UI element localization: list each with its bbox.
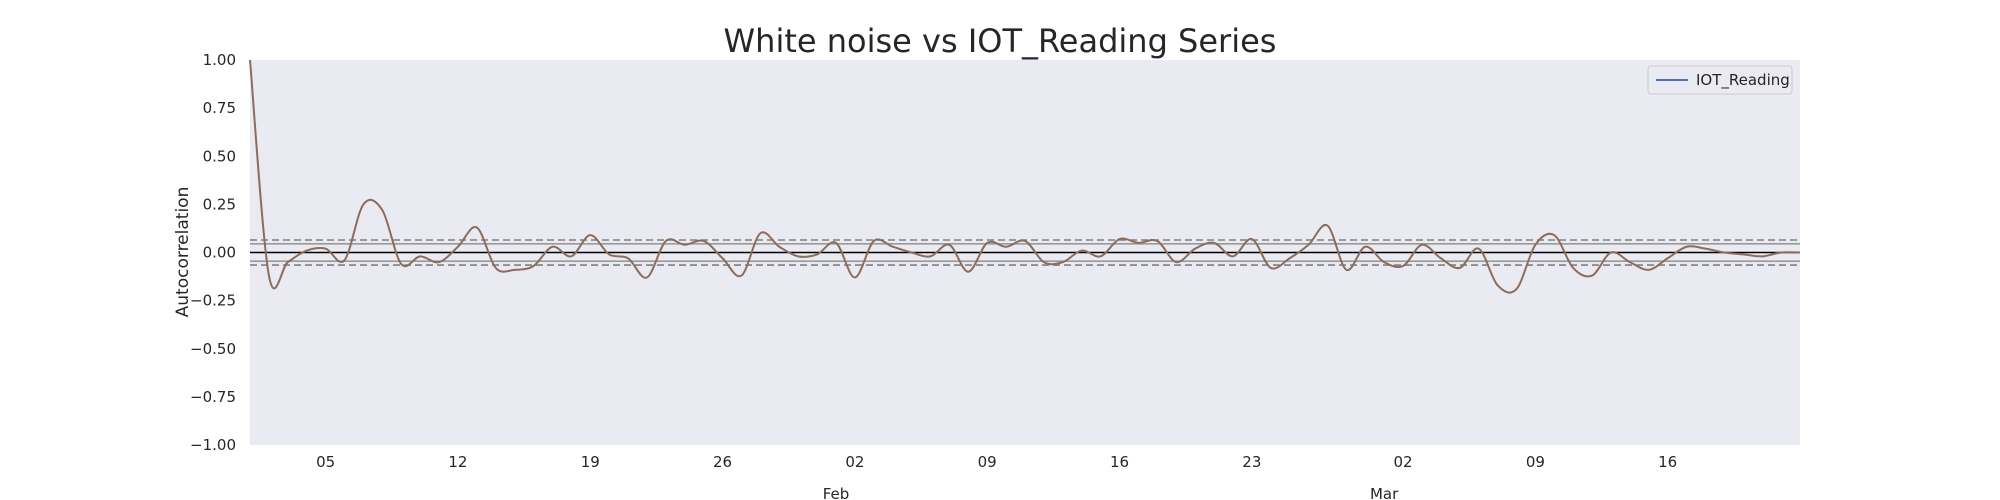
y-tick-label: 0.00 xyxy=(203,244,236,262)
y-tick-label: 0.75 xyxy=(203,99,236,117)
x-tick-label: 16 xyxy=(1658,453,1677,471)
y-tick-label: 0.25 xyxy=(203,195,236,213)
y-tick-label: −0.75 xyxy=(190,388,236,406)
legend-box xyxy=(1647,65,1793,95)
x-tick-label: 09 xyxy=(1526,453,1545,471)
x-tick-label: 26 xyxy=(713,453,732,471)
x-axis-ticks: 05 12 19 26 02 09 16 23 02 09 16 Feb Mar xyxy=(316,453,1677,500)
x-tick-label: 23 xyxy=(1242,453,1261,471)
y-tick-label: −1.00 xyxy=(190,436,236,454)
x-tick-label: 02 xyxy=(1394,453,1413,471)
x-month-label: Feb xyxy=(823,485,850,500)
x-tick-label: 09 xyxy=(978,453,997,471)
series-layer xyxy=(249,59,1801,294)
x-tick-label: 05 xyxy=(316,453,335,471)
y-axis-ticks: 1.00 0.75 0.50 0.25 0.00 −0.25 −0.50 −0.75 −1.00 xyxy=(190,51,236,454)
y-tick-label: 1.00 xyxy=(203,51,236,69)
legend: IOT_Reading xyxy=(1647,65,1793,95)
y-tick-label: −0.25 xyxy=(190,292,236,310)
reference-lines xyxy=(250,239,1800,266)
x-month-label: Mar xyxy=(1370,485,1399,500)
y-tick-label: −0.50 xyxy=(190,340,236,358)
y-axis-label: Autocorrelation xyxy=(173,187,193,318)
chart-title: White noise vs IOT_Reading Series xyxy=(724,22,1277,60)
x-tick-label: 02 xyxy=(845,453,864,471)
legend-label: IOT_Reading xyxy=(1696,71,1790,90)
x-tick-label: 16 xyxy=(1110,453,1129,471)
y-tick-label: 0.50 xyxy=(203,147,236,165)
x-tick-label: 12 xyxy=(448,453,467,471)
x-tick-label: 19 xyxy=(581,453,600,471)
series-line-IOT_Reading xyxy=(249,59,1801,294)
